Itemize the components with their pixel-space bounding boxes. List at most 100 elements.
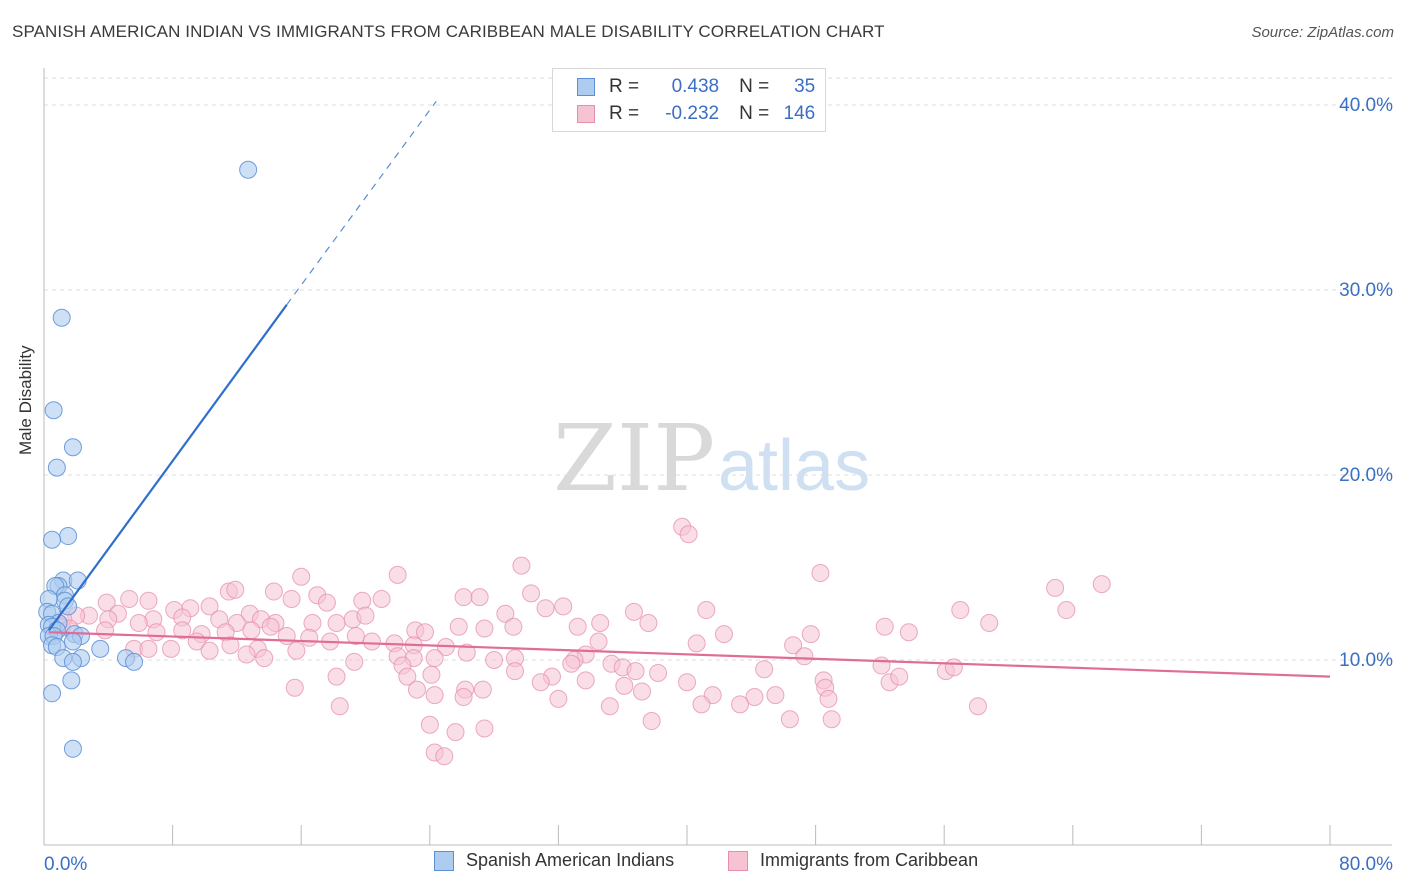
zipatlas-watermark: ZIP atlas [553, 405, 870, 512]
caribbean-point [819, 689, 838, 708]
bottom-legend-swatch-pink [728, 850, 748, 871]
caribbean-point [679, 525, 698, 544]
bottom-legend-blue: Spanish American Indians [434, 850, 674, 871]
caribbean-point [576, 671, 595, 690]
caribbean-point [801, 625, 820, 644]
caribbean-point [951, 601, 970, 620]
caribbean-point [356, 606, 375, 625]
pink-trend-line [48, 631, 1331, 678]
trend-lines [47, 100, 1331, 678]
caribbean-point [200, 597, 219, 616]
y-axis-label: Male Disability [16, 345, 35, 455]
caribbean-point [200, 641, 219, 660]
caribbean-point [626, 662, 645, 681]
caribbean-point [457, 643, 476, 662]
legend-r-value: 0.438 [671, 76, 720, 97]
caribbean-point [522, 584, 541, 603]
caribbean-point [422, 665, 441, 684]
spanish-american-indian-point [59, 527, 78, 546]
caribbean-point [353, 591, 372, 610]
caribbean-point [330, 697, 349, 716]
caribbean-point [784, 636, 803, 655]
caribbean-point [615, 676, 634, 695]
spanish-american-indian-point [63, 652, 82, 671]
caribbean-point [292, 567, 311, 586]
legend-r-label: R = [609, 103, 640, 124]
chart-title: SPANISH AMERICAN INDIAN VS IMMIGRANTS FR… [12, 22, 885, 41]
caribbean-point [261, 617, 280, 636]
blue-trend-extension [286, 100, 437, 306]
spanish-american-indian-point [43, 530, 62, 549]
caribbean-point [875, 617, 894, 636]
caribbean-point [980, 614, 999, 632]
caribbean-point [512, 556, 531, 575]
caribbean-point [287, 641, 306, 660]
spanish-american-indian-point [91, 639, 110, 658]
bottom-legend-label: Immigrants from Caribbean [760, 850, 979, 870]
caribbean-point [470, 588, 489, 607]
caribbean-point [282, 589, 301, 608]
legend-row-pink: R = -0.232 N = 146 [577, 102, 815, 126]
caribbean-point [692, 695, 711, 714]
caribbean-point [475, 619, 494, 638]
spanish-american-indian-point [63, 438, 82, 457]
spanish-american-indian-point [52, 308, 71, 327]
spanish-american-indian-point [239, 160, 258, 179]
spanish-american-indian-point [125, 652, 144, 671]
bottom-legend-label: Spanish American Indians [466, 850, 675, 870]
caribbean-point [780, 710, 799, 729]
caribbean-point [147, 623, 166, 642]
caribbean-point [435, 747, 454, 766]
caribbean-point [811, 564, 830, 583]
caribbean-point [485, 651, 504, 669]
spanish-american-indian-points [38, 160, 258, 758]
caribbean-point [1092, 575, 1111, 594]
caribbean-point [161, 639, 180, 658]
caribbean-point [425, 686, 444, 705]
caribbean-point [944, 658, 963, 677]
caribbean-point [317, 593, 336, 612]
caribbean-point [1046, 578, 1065, 597]
caribbean-point [714, 625, 733, 644]
caribbean-point [766, 686, 785, 705]
spanish-american-indian-point [43, 684, 62, 703]
caribbean-point [96, 621, 115, 640]
caribbean-point [237, 645, 256, 664]
caribbean-point [642, 712, 661, 731]
spanish-american-indian-point [63, 632, 82, 651]
y-tick-label: 20.0% [1339, 465, 1393, 486]
caribbean-point [504, 617, 523, 636]
caribbean-point [475, 719, 494, 738]
legend-r-label: R = [609, 76, 640, 97]
legend-row-blue: R = 0.438 N = 35 [577, 75, 815, 99]
caribbean-point [496, 604, 515, 623]
watermark-zip: ZIP [553, 405, 715, 512]
x-tick-label: 80.0% [1339, 854, 1393, 875]
source-label: Source: ZipAtlas.com [1251, 24, 1394, 41]
caribbean-point [264, 582, 283, 601]
caribbean-point [277, 626, 296, 645]
caribbean-point [755, 660, 774, 679]
caribbean-point [362, 632, 381, 651]
caribbean-point [449, 617, 468, 636]
caribbean-point [120, 589, 139, 608]
caribbean-point [139, 591, 158, 610]
caribbean-point [454, 688, 473, 706]
spanish-american-indian-point [68, 571, 87, 590]
caribbean-point [346, 626, 365, 645]
spanish-american-indian-point [44, 401, 63, 420]
caribbean-point [872, 656, 891, 675]
caribbean-point [639, 614, 658, 632]
caribbean-point [420, 715, 439, 734]
caribbean-point [446, 723, 465, 742]
caribbean-point [505, 662, 524, 681]
bottom-legend-pink: Immigrants from Caribbean [728, 850, 978, 871]
legend-r-value: -0.232 [665, 103, 720, 124]
correlation-legend: R = 0.438 N = 35 R = -0.232 N = 146 [552, 68, 826, 132]
caribbean-point [649, 663, 668, 682]
caribbean-point [129, 614, 148, 632]
caribbean-point [745, 688, 764, 706]
caribbean-point [890, 667, 909, 686]
caribbean-point [697, 601, 716, 620]
